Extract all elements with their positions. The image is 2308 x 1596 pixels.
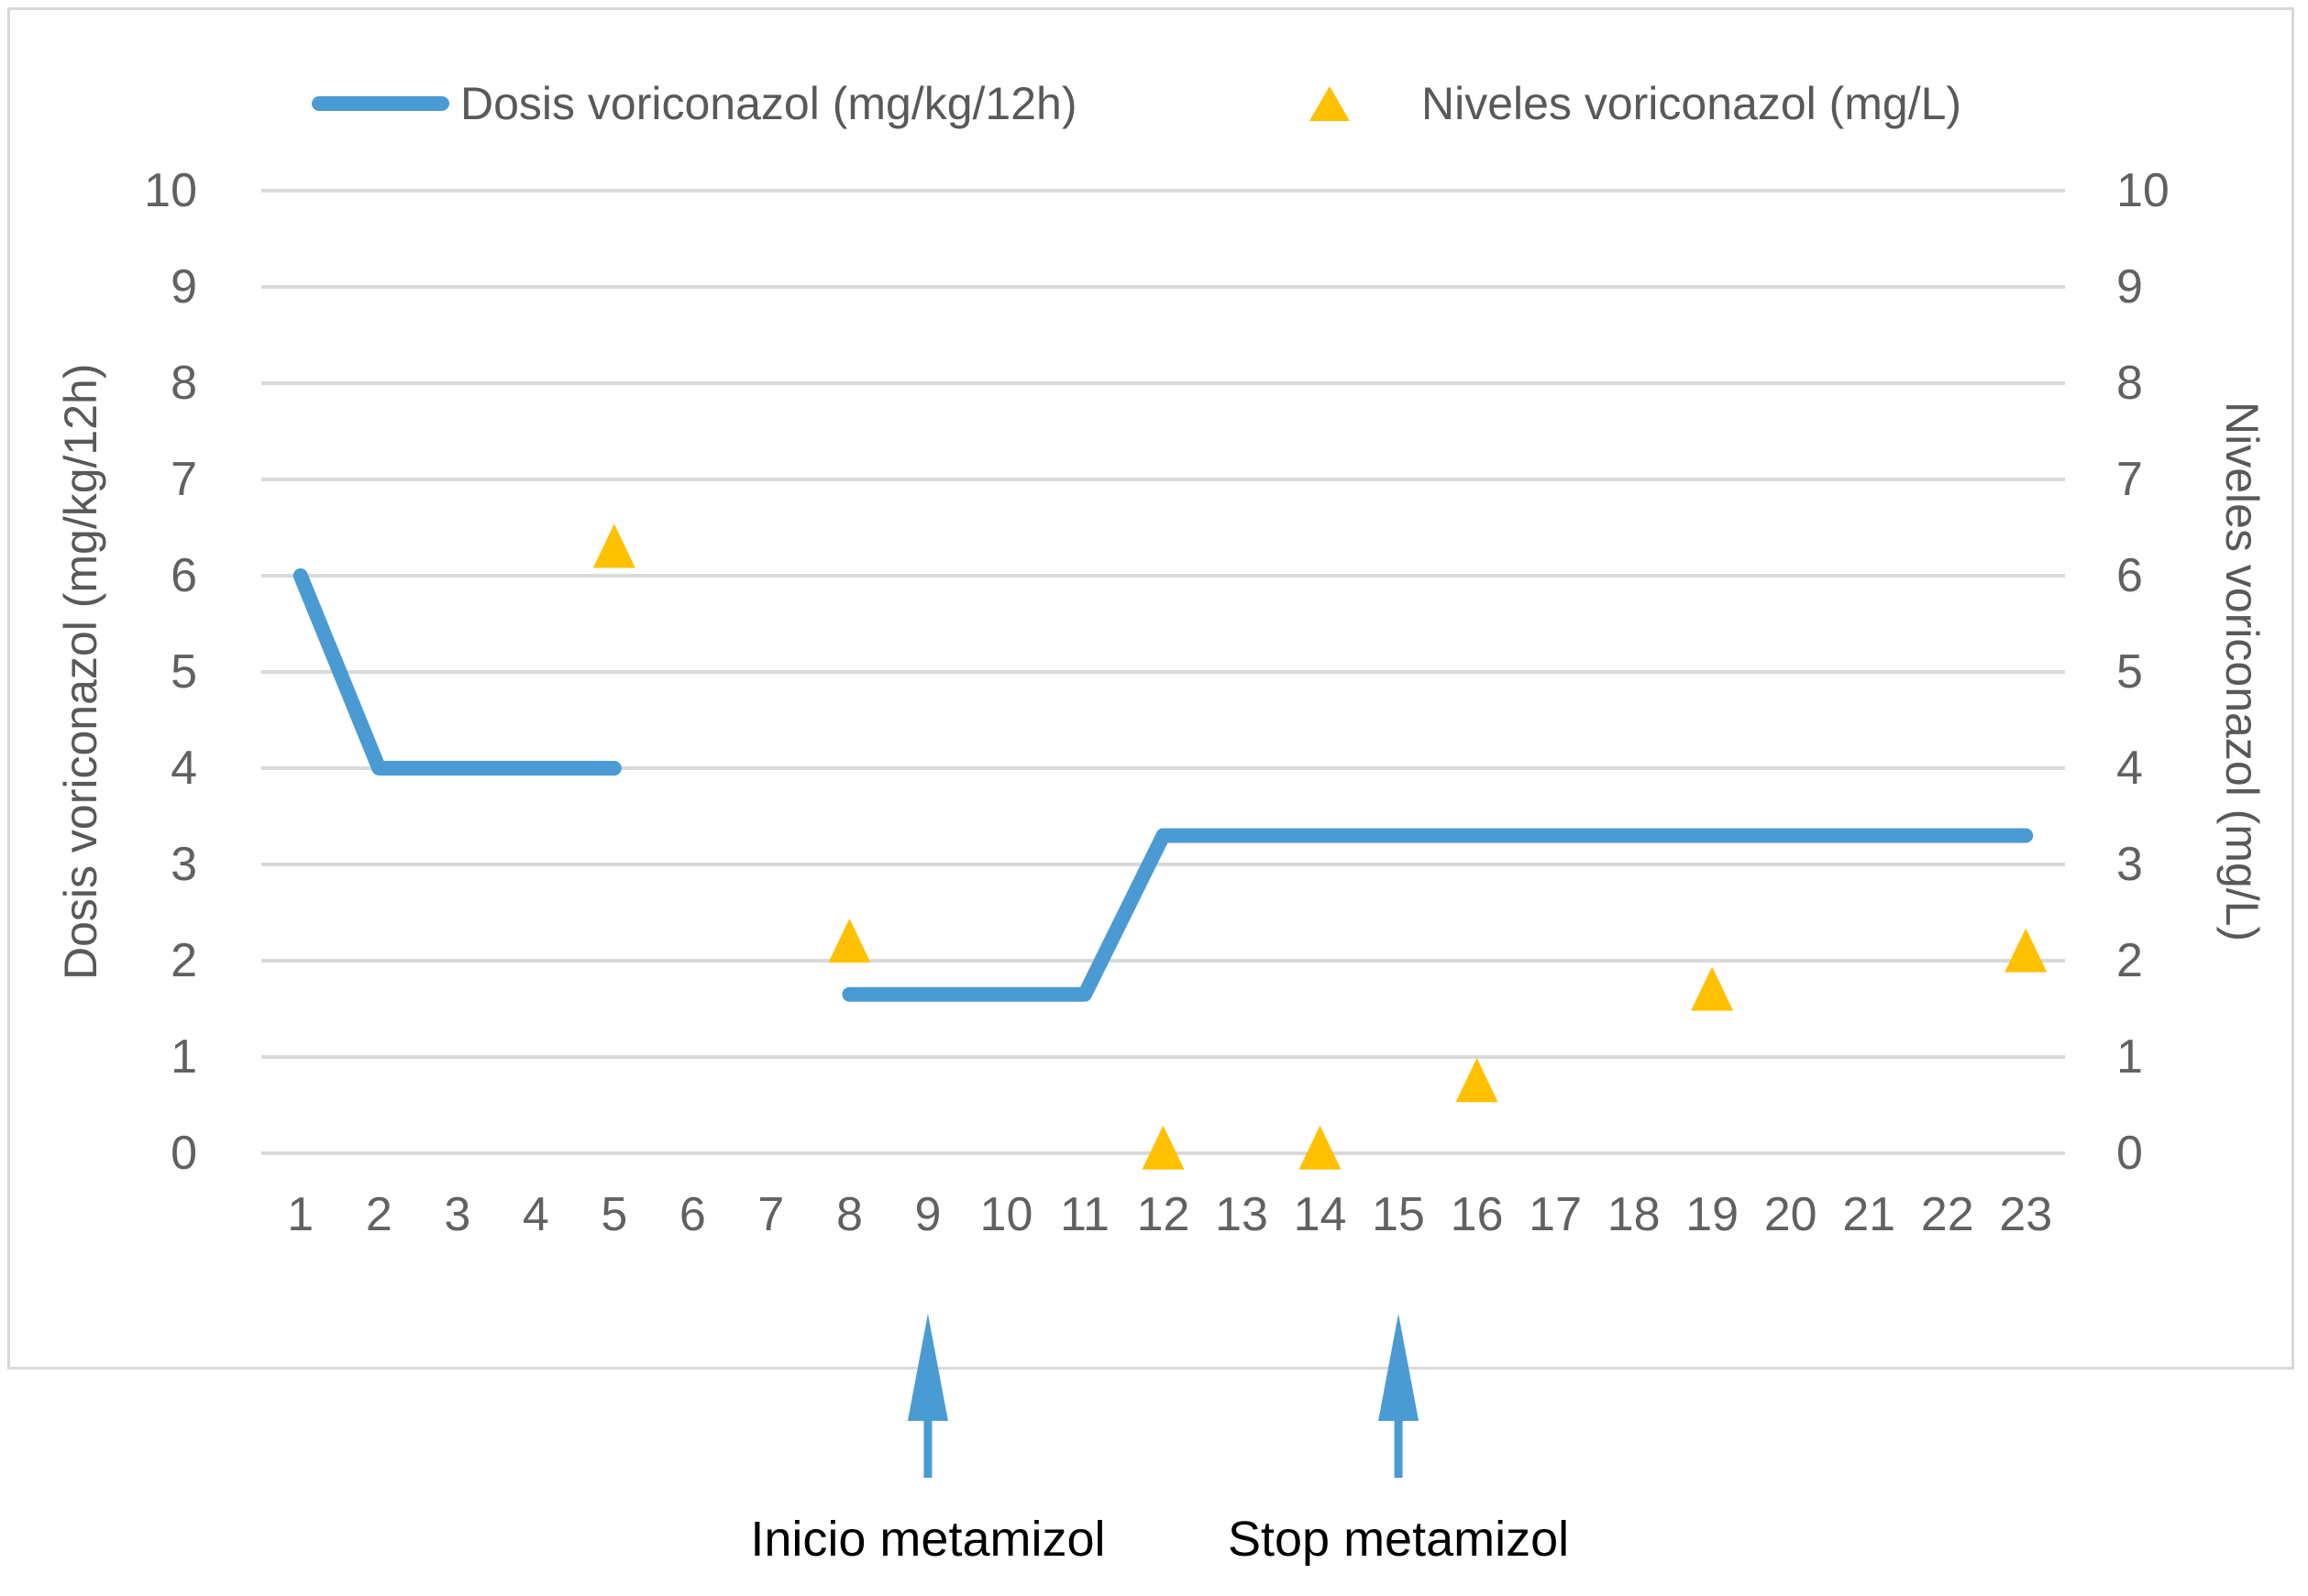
level-marker-triangle [828,919,871,963]
legend-item-dosis: Dosis voriconazol (mg/kg/12h) [312,72,1077,136]
right-y-tick-label: 6 [2116,549,2143,602]
right-y-tick-label: 7 [2116,453,2143,506]
annotation-stop-metamizol: Stop metamizol [1227,1512,1570,1567]
level-marker-triangle [1142,1125,1185,1170]
x-tick-label: 12 [1136,1188,1190,1241]
right-y-tick-label: 3 [2116,838,2143,891]
dose-line [293,568,622,776]
right-y-tick-label: 8 [2116,357,2143,410]
x-tick-label: 1 [287,1188,315,1241]
dose-line [842,828,2034,1002]
x-tick-label: 18 [1607,1188,1661,1241]
right-y-tick-label: 10 [2116,164,2170,217]
x-tick-label: 2 [365,1188,392,1241]
right-y-tick-label: 4 [2116,742,2143,795]
left-y-tick-label: 1 [171,1030,197,1084]
x-tick-label: 21 [1842,1188,1896,1241]
annotation-arrow-head [907,1314,948,1421]
left-y-tick-label: 3 [171,838,197,891]
left-y-tick-label: 7 [171,453,197,506]
legend-label-dosis: Dosis voriconazol (mg/kg/12h) [460,78,1077,129]
x-tick-label: 10 [979,1188,1033,1241]
annotation-inicio-metamizol: Inicio metamizol [750,1512,1106,1567]
left-y-tick-label: 6 [171,549,197,602]
level-marker-triangle [592,523,635,568]
left-y-tick-label: 2 [171,934,197,987]
x-tick-label: 19 [1685,1188,1739,1241]
x-tick-label: 9 [914,1188,942,1241]
legend-label-niveles: Niveles voriconazol (mg/L) [1421,78,1962,129]
left-y-tick-label: 0 [171,1127,197,1180]
x-tick-label: 13 [1215,1188,1268,1241]
right-y-tick-label: 9 [2116,260,2143,314]
right-y-tick-label: 2 [2116,934,2143,987]
x-tick-label: 11 [1059,1188,1110,1241]
left-y-tick-label: 9 [171,260,197,314]
left-y-tick-label: 8 [171,357,197,410]
x-tick-label: 7 [757,1188,785,1241]
right-y-tick-label: 1 [2116,1030,2143,1084]
right-y-tick-label: 5 [2116,645,2143,699]
legend-item-niveles: Niveles voriconazol (mg/L) [1309,72,1961,136]
x-tick-label: 6 [679,1188,706,1241]
dose-line-legend-swatch [312,96,449,111]
level-marker-triangle [2004,928,2048,973]
x-tick-label: 14 [1293,1188,1347,1241]
left-y-tick-label: 4 [171,742,197,795]
level-marker-triangle [1455,1058,1498,1103]
x-tick-label: 4 [522,1188,549,1241]
x-tick-label: 16 [1450,1188,1504,1241]
level-marker-triangle [1298,1125,1342,1170]
annotation-arrow-head [1378,1314,1419,1421]
x-tick-label: 17 [1529,1188,1583,1241]
chart-plot-background [7,7,2294,1370]
left-y-tick-label: 5 [171,645,197,699]
x-tick-label: 5 [601,1188,628,1241]
level-marker-triangle [1691,966,1734,1011]
x-tick-label: 23 [1999,1188,2053,1241]
x-tick-label: 3 [444,1188,471,1241]
x-tick-label: 8 [835,1188,863,1241]
right-y-tick-label: 0 [2116,1127,2143,1180]
x-tick-label: 15 [1372,1188,1425,1241]
level-triangle-legend-swatch [1309,86,1350,121]
x-tick-label: 20 [1763,1188,1817,1241]
x-tick-label: 22 [1920,1188,1974,1241]
left-y-tick-label: 10 [144,164,197,217]
right-axis-title: Niveles voriconazol (mg/L) [2216,402,2268,942]
